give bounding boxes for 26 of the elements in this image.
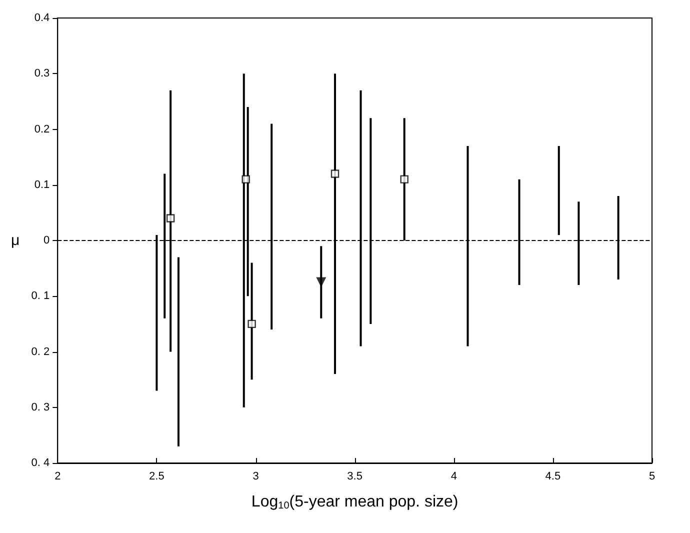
point [330,170,340,178]
bar [177,257,180,446]
y-tick-label: 0. 3 [31,401,50,414]
y-tick-label: 0. 4 [31,457,50,469]
y-tick-label: 0. 1 [31,290,50,302]
y-tick-label: 0.2 [34,123,50,136]
y-tick-label: 0. 2 [31,346,50,358]
x-tick-label: 2.5 [149,470,164,482]
x-tick-label: 4.5 [545,470,561,482]
x-tick-label: 3.5 [347,470,362,482]
x-tick-label: 4 [450,470,457,482]
point [166,214,175,222]
x-tick-label: 5 [648,470,656,482]
y-tick-label: 0.3 [34,68,50,80]
point [248,320,256,328]
x-tick-label: 3 [252,470,259,482]
point [316,277,326,288]
y-tick-label: 0.1 [34,178,50,191]
y-tick-label: 0 [44,234,50,246]
y-tick-label: 0.4 [34,12,50,24]
y-axis-title: μ [10,232,20,249]
bar [558,146,560,235]
point [400,175,408,184]
bar [250,262,253,380]
point [242,175,250,184]
x-tick-label: 2 [54,470,61,482]
